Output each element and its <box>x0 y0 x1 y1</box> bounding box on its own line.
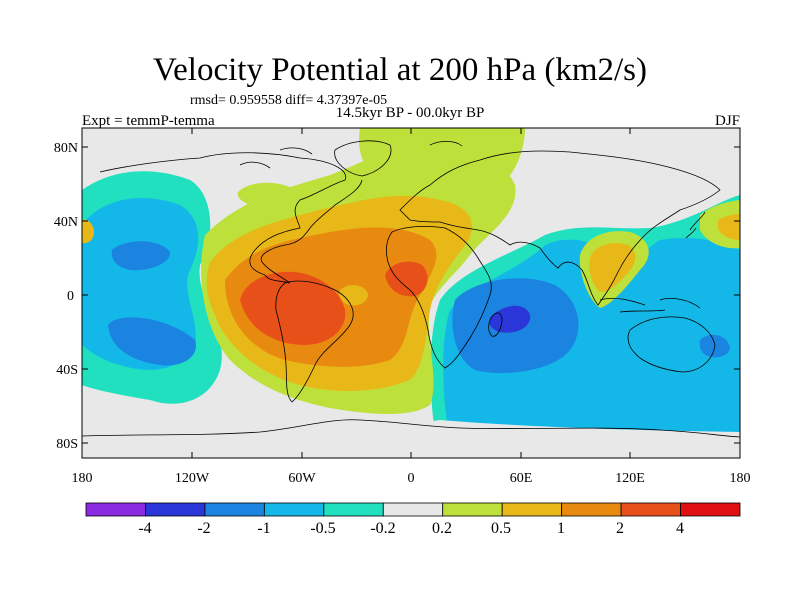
colorbar-label: 4 <box>676 520 684 537</box>
experiment-label: Expt = temmP-temma <box>82 113 215 129</box>
region-yellowgreen-canada <box>237 182 296 209</box>
lon-label: 0 <box>408 471 415 486</box>
coastlines <box>82 140 740 438</box>
coast-greenland <box>334 140 392 177</box>
coast-south-america <box>275 280 354 403</box>
region-antarctic-neutral <box>82 420 740 458</box>
coast-arctic-islands <box>239 140 463 169</box>
colorbar-label: -2 <box>197 520 210 537</box>
period-text: 14.5kyr BP - 00.0kyr BP <box>335 105 485 121</box>
colorbar-swatch <box>323 502 384 517</box>
colorbar-label: -1 <box>257 520 270 537</box>
region-blue-pacific-north <box>111 241 171 271</box>
lon-label: 120W <box>175 471 210 486</box>
region-red-africa <box>385 261 428 297</box>
coast-eurasia <box>399 150 721 306</box>
season-label: DJF <box>714 113 740 129</box>
stats-text: rmsd= 0.959558 diff= 4.37397e-05 <box>190 93 388 108</box>
coast-indonesia <box>599 297 701 313</box>
colorbar-swatch <box>620 502 681 517</box>
region-red-south-america <box>240 271 346 345</box>
colorbar-label: 1 <box>557 520 565 537</box>
colorbar-swatch <box>382 502 444 517</box>
colorbar <box>85 502 741 517</box>
coast-japan <box>685 211 706 239</box>
colorbar-swatch <box>501 502 563 517</box>
lat-label: 0 <box>67 289 74 304</box>
coast-australia <box>627 316 716 373</box>
colorbar-label: -0.5 <box>310 520 335 537</box>
colorbar-swatch <box>680 502 741 517</box>
coast-antarctica <box>82 419 740 438</box>
coast-north-america <box>99 152 363 284</box>
lon-ticks <box>81 128 631 458</box>
colorbar-label: 2 <box>616 520 624 537</box>
velocity-potential-field <box>82 128 740 458</box>
coast-africa <box>385 225 492 369</box>
lon-label: 120E <box>615 471 645 486</box>
colorbar-label: -0.2 <box>370 520 395 537</box>
lon-label: 60W <box>288 471 316 486</box>
lat-label: 80N <box>54 141 78 156</box>
lat-label: 40N <box>54 215 78 230</box>
colorbar-swatch <box>442 502 503 517</box>
colorbar-swatch <box>263 502 325 517</box>
colorbar-swatch <box>561 502 622 517</box>
lat-ticks <box>82 146 740 444</box>
lat-label: 80S <box>56 437 78 452</box>
lon-label: 180 <box>72 471 93 486</box>
colorbar-label: -4 <box>138 520 151 537</box>
colorbar-label: 0.2 <box>432 520 452 537</box>
region-yellowgreen-arctic <box>359 128 525 191</box>
region-orange-westedge <box>82 219 94 244</box>
coast-madagascar <box>488 312 503 337</box>
region-blue-pacific-south <box>108 317 196 366</box>
lon-label: 60E <box>510 471 533 486</box>
colorbar-swatch <box>204 502 265 517</box>
region-yellow-atlantic-center <box>339 285 368 306</box>
colorbar-swatch <box>85 502 146 517</box>
colorbar-labels: -4 -2 -1 -0.5 -0.2 0.2 0.5 1 2 4 <box>138 520 684 537</box>
colorbar-label: 0.5 <box>491 520 511 537</box>
colorbar-swatch <box>145 502 206 517</box>
lat-label: 40S <box>56 363 78 378</box>
region-orange-asia <box>589 243 636 292</box>
lon-label: 180 <box>730 471 751 486</box>
map-title: Velocity Potential at 200 hPa (km2/s) <box>152 52 648 88</box>
region-darkblue-madagascar <box>489 305 531 333</box>
